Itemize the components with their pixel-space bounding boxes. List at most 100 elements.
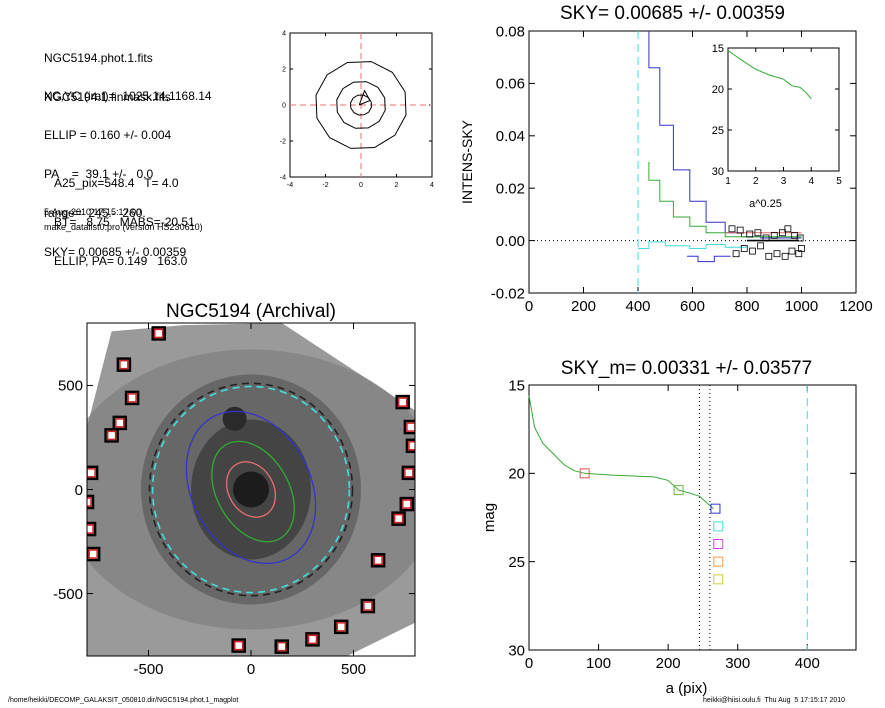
bt-value: BT= 8.75 MABS=-20.51 bbox=[54, 215, 195, 229]
sky-box bbox=[399, 496, 415, 512]
x-tick-label: -2 bbox=[322, 182, 328, 189]
y-tick-label: -4 bbox=[280, 174, 286, 181]
sky-box bbox=[104, 428, 119, 443]
y-tick-label: 25 bbox=[508, 554, 525, 571]
companion bbox=[222, 406, 247, 431]
sky-point bbox=[754, 229, 762, 237]
x-axis-label: a^0.25 bbox=[749, 198, 782, 210]
version-text: make_datalist0.pro (version HS230610) bbox=[44, 222, 203, 232]
x-tick-label: 800 bbox=[734, 298, 759, 315]
y-tick-label: 0 bbox=[75, 482, 83, 499]
x-tick-label: -500 bbox=[133, 661, 163, 678]
sky-point bbox=[796, 234, 804, 242]
sky-box-inner bbox=[363, 601, 373, 611]
y-axis-label: mag bbox=[481, 503, 498, 532]
sky-box-inner bbox=[87, 497, 92, 507]
sky-box-inner bbox=[115, 418, 125, 428]
y-tick-label: 0.04 bbox=[496, 128, 525, 145]
sky-box-inner bbox=[408, 441, 415, 451]
x-tick-label: 2 bbox=[395, 182, 399, 189]
sky-value: SKY= 0.00685 +/- 0.00359 bbox=[44, 245, 187, 259]
sky-box bbox=[395, 394, 410, 410]
sky-box-inner bbox=[88, 549, 98, 559]
x-tick-label: 400 bbox=[795, 655, 820, 672]
sky-box bbox=[370, 553, 386, 568]
y-tick-label: 20 bbox=[508, 466, 525, 483]
sky-box bbox=[231, 638, 246, 653]
y-tick-label: -500 bbox=[53, 586, 83, 603]
sky-box bbox=[274, 639, 289, 654]
inset-series bbox=[727, 50, 812, 100]
x-tick-label: 100 bbox=[586, 655, 611, 672]
y-tick-label: 0.06 bbox=[496, 76, 525, 93]
sky-box-inner bbox=[307, 634, 318, 645]
x-tick-label: -4 bbox=[287, 182, 293, 189]
sky-box bbox=[151, 326, 166, 341]
sky-point bbox=[788, 247, 796, 255]
sky-box-inner bbox=[277, 641, 287, 652]
sky-point bbox=[779, 229, 786, 237]
x-tick-label: 1000 bbox=[785, 298, 818, 315]
x-tick-label: 0 bbox=[525, 298, 533, 315]
sky-point bbox=[765, 252, 773, 260]
isophote-ellipse bbox=[148, 382, 354, 597]
sky-box bbox=[124, 390, 140, 406]
inner-contour bbox=[358, 89, 371, 106]
y-tick-label: 500 bbox=[58, 378, 83, 395]
info-block-2: XC,YC (iraf)= 1025.14,1168.14 ELLIP = 0.… bbox=[44, 64, 212, 272]
x-tick-label: 600 bbox=[680, 298, 705, 315]
sky-box bbox=[333, 619, 349, 635]
y-tick-label: 0 bbox=[282, 102, 286, 109]
sky-box bbox=[87, 494, 95, 510]
sky-point bbox=[728, 225, 736, 233]
y-tick-label: 25 bbox=[712, 125, 724, 137]
sky-box-inner bbox=[404, 468, 414, 478]
x-tick-label: 5 bbox=[836, 176, 842, 187]
y-tick-label: -0.02 bbox=[491, 285, 525, 302]
y-tick-label: 30 bbox=[712, 166, 724, 178]
x-tick-label: 300 bbox=[725, 655, 750, 672]
x-tick-label: 1200 bbox=[839, 298, 872, 315]
isophote-ellipse bbox=[211, 440, 295, 543]
x-tick-label: 200 bbox=[571, 298, 596, 315]
sky-box bbox=[87, 465, 99, 481]
plot-frame bbox=[528, 384, 857, 651]
image-layer bbox=[87, 323, 415, 656]
mag-marker bbox=[579, 468, 590, 479]
contour-line bbox=[315, 61, 407, 149]
mag-marker bbox=[710, 503, 721, 514]
y-tick-label: 2 bbox=[282, 66, 286, 73]
mag-marker bbox=[713, 556, 724, 567]
y-tick-label: 15 bbox=[508, 377, 525, 394]
date-stamp: 5-Aug-2010 17:15:17.00 bbox=[44, 207, 142, 217]
isophote-ellipse bbox=[151, 385, 351, 594]
sky-point bbox=[749, 247, 756, 255]
x-axis-label: a (pix) bbox=[666, 680, 708, 697]
y-axis-label: INTENS-SKY bbox=[459, 119, 475, 204]
x-tick-label: 3 bbox=[781, 176, 787, 187]
sky-box bbox=[305, 632, 320, 647]
x-tick-label: 1 bbox=[725, 176, 731, 187]
y-tick-label: 4 bbox=[282, 30, 286, 37]
sky-box bbox=[87, 521, 97, 537]
y-tick-label: 15 bbox=[712, 43, 724, 55]
x-tick-label: 0 bbox=[247, 661, 255, 678]
range-value: range= 245.- 260. bbox=[44, 206, 146, 220]
sky-point bbox=[781, 252, 789, 260]
x-tick-label: 4 bbox=[808, 176, 814, 187]
info-block-1: NGC5194.phot.1.fits NGC5194.1.finmask.fi… bbox=[44, 26, 171, 117]
sky-box-inner bbox=[397, 397, 408, 407]
sky-box bbox=[403, 419, 415, 435]
inset-bg bbox=[728, 48, 839, 171]
sky-point bbox=[740, 245, 748, 252]
contour-line bbox=[336, 81, 386, 129]
sky-point bbox=[770, 231, 778, 239]
x-tick-label: 500 bbox=[341, 661, 366, 678]
sky-box-inner bbox=[154, 328, 164, 339]
y-tick-label: 0.00 bbox=[496, 233, 525, 250]
sky-box-inner bbox=[373, 555, 383, 566]
